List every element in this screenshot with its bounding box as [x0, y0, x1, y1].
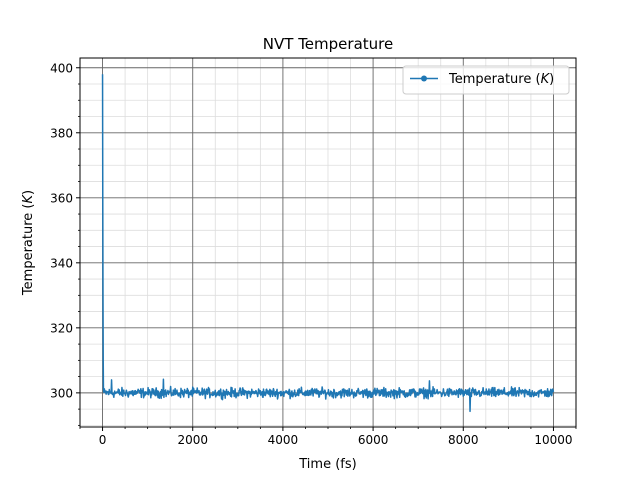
y-tick-label: 400 — [50, 61, 73, 75]
legend-label-unit: K — [541, 72, 551, 87]
legend-label-main: Temperature ( — [448, 72, 541, 87]
legend-box — [402, 65, 570, 95]
series-layer — [101, 74, 555, 413]
y-tick-label: 300 — [50, 386, 73, 400]
chart-title: NVT Temperature — [263, 35, 393, 53]
y-axis-label-close: ) — [21, 190, 36, 195]
legend-marker — [421, 75, 427, 82]
legend: Temperature (K) — [402, 65, 570, 95]
x-tick-label: 2000 — [177, 433, 208, 447]
y-tick-label: 380 — [50, 126, 73, 140]
y-tick-label: 360 — [50, 191, 73, 205]
x-tick-label: 10000 — [534, 433, 572, 447]
x-axis-ticks: 0 2000 4000 6000 8000 10000 — [79, 427, 577, 447]
y-tick-label: 340 — [50, 256, 73, 270]
y-tick-label: 320 — [50, 321, 73, 335]
x-tick-label: 6000 — [358, 433, 389, 447]
legend-label-close: ) — [549, 72, 554, 87]
series-line — [101, 74, 555, 413]
y-axis-ticks: 300 320 340 360 380 400 — [50, 61, 80, 426]
y-axis-label-unit: K — [21, 194, 36, 204]
y-axis-label-main: Temperature ( — [21, 204, 36, 297]
x-axis-label: Time (fs) — [298, 457, 356, 472]
y-axis-label: Temperature (K) — [21, 190, 36, 296]
legend-label: Temperature (K) — [448, 72, 554, 87]
x-tick-label: 0 — [99, 433, 107, 447]
x-tick-label: 4000 — [268, 433, 299, 447]
x-tick-label: 8000 — [448, 433, 479, 447]
